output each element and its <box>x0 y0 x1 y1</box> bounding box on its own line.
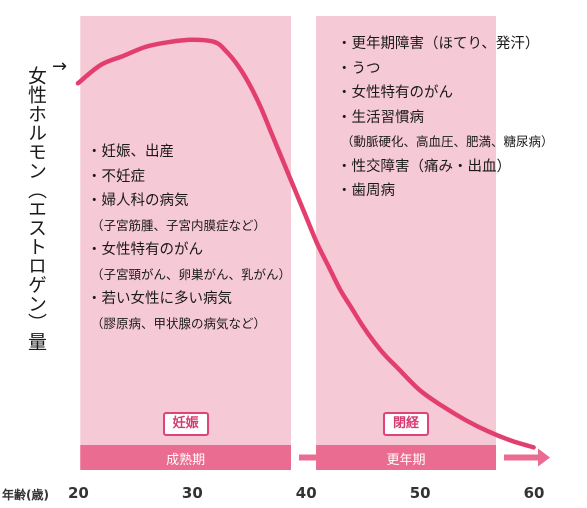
menopause-badge: 閉経 <box>383 412 430 436</box>
x-tick-label: 50 <box>409 484 431 502</box>
condition-item: ・若い女性に多い病気 <box>87 291 232 307</box>
menopause-period-conditions: ・更年期障害（ほてり、発汗） ・うつ・女性特有のがん ・生活習慣病 （動脈硬化、高血圧… <box>337 32 554 204</box>
condition-detail: （動脈硬化、高血圧、肥満、糖尿病） <box>341 134 554 149</box>
shaded-period <box>80 16 291 468</box>
period-band <box>80 445 291 470</box>
x-tick-label: 30 <box>181 484 203 502</box>
condition-detail: （子宮頸がん、卵巣がん、乳がん） <box>91 266 292 282</box>
x-tick-label: 40 <box>295 484 317 502</box>
condition-detail: （子宮筋腫、子宮内膜症など） <box>91 217 267 233</box>
period-band <box>316 445 497 470</box>
condition-detail: （膠原病、甲状腺の病気など） <box>91 315 267 331</box>
x-tick-label: 20 <box>68 484 89 502</box>
condition-item: ・うつ <box>337 60 381 77</box>
condition-item: ・妊娠、出産 <box>87 144 174 160</box>
menopause-transition-label: 更年期 <box>386 453 426 468</box>
period-arrow <box>298 448 345 467</box>
maturity-period-label: 成熟期 <box>166 453 206 468</box>
estrogen-curve <box>75 37 536 450</box>
condition-item: ・歯周病 <box>337 183 395 199</box>
condition-item: ・不妊症 <box>87 168 145 185</box>
maturity-period-conditions: ・妊娠、出産 ・不妊症・婦人科の病気 （子宮筋腫、子宮内膜症など） ・女性特有のがん （… <box>87 140 291 336</box>
x-axis-label: 年齢(歳) <box>2 488 49 502</box>
condition-item: ・女性特有のがん <box>87 242 203 258</box>
condition-item: ・生活習慣病 <box>337 109 424 126</box>
shaded-period <box>316 16 497 468</box>
y-axis-arrow: → <box>52 56 68 77</box>
y-axis-label: 女性ホルモン（エストロゲン）量 <box>25 66 47 351</box>
condition-item: ・更年期障害（ほてり、発汗） <box>337 36 540 52</box>
condition-item: ・女性特有のがん <box>337 85 453 101</box>
x-tick-label: 60 <box>523 484 545 502</box>
period-arrow <box>504 448 551 467</box>
pregnancy-badge: 妊娠 <box>162 412 209 436</box>
condition-item: ・婦人科の病気 <box>87 193 189 209</box>
condition-item: ・性交障害（痛み・出血） <box>337 158 511 175</box>
